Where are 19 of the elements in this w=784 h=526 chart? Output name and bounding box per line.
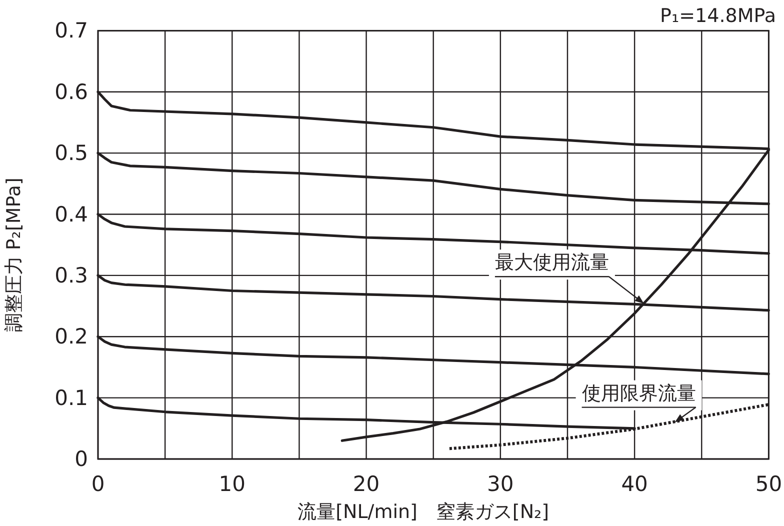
- y-tick-label: 0: [74, 447, 88, 471]
- y-tick-label: 0.7: [54, 18, 88, 43]
- y-tick-label: 0.3: [54, 263, 88, 288]
- y-tick-label: 0.1: [54, 386, 88, 410]
- annotation: 使用限界流量: [582, 382, 696, 404]
- x-axis-title: 流量[NL/min] 窒素ガス[N₂]: [298, 501, 550, 523]
- text: P₁=14.8MPa: [660, 5, 776, 27]
- y-tick-label: 0.6: [54, 80, 88, 104]
- x-tick-label: 10: [218, 472, 246, 496]
- y-tick-label: 0.5: [54, 141, 88, 166]
- x-tick-label: 0: [91, 472, 105, 496]
- y-axis-title: 調整圧力 P₂[MPa]: [3, 178, 25, 332]
- annotation: 最大使用流量: [494, 252, 609, 274]
- x-tick-label: 40: [621, 472, 648, 496]
- y-tick-label: 0.2: [54, 324, 88, 349]
- y-tick-label: 0.4: [54, 202, 88, 226]
- x-tick-label: 50: [755, 472, 782, 496]
- x-tick-label: 30: [487, 472, 514, 496]
- x-tick-label: 20: [352, 472, 380, 496]
